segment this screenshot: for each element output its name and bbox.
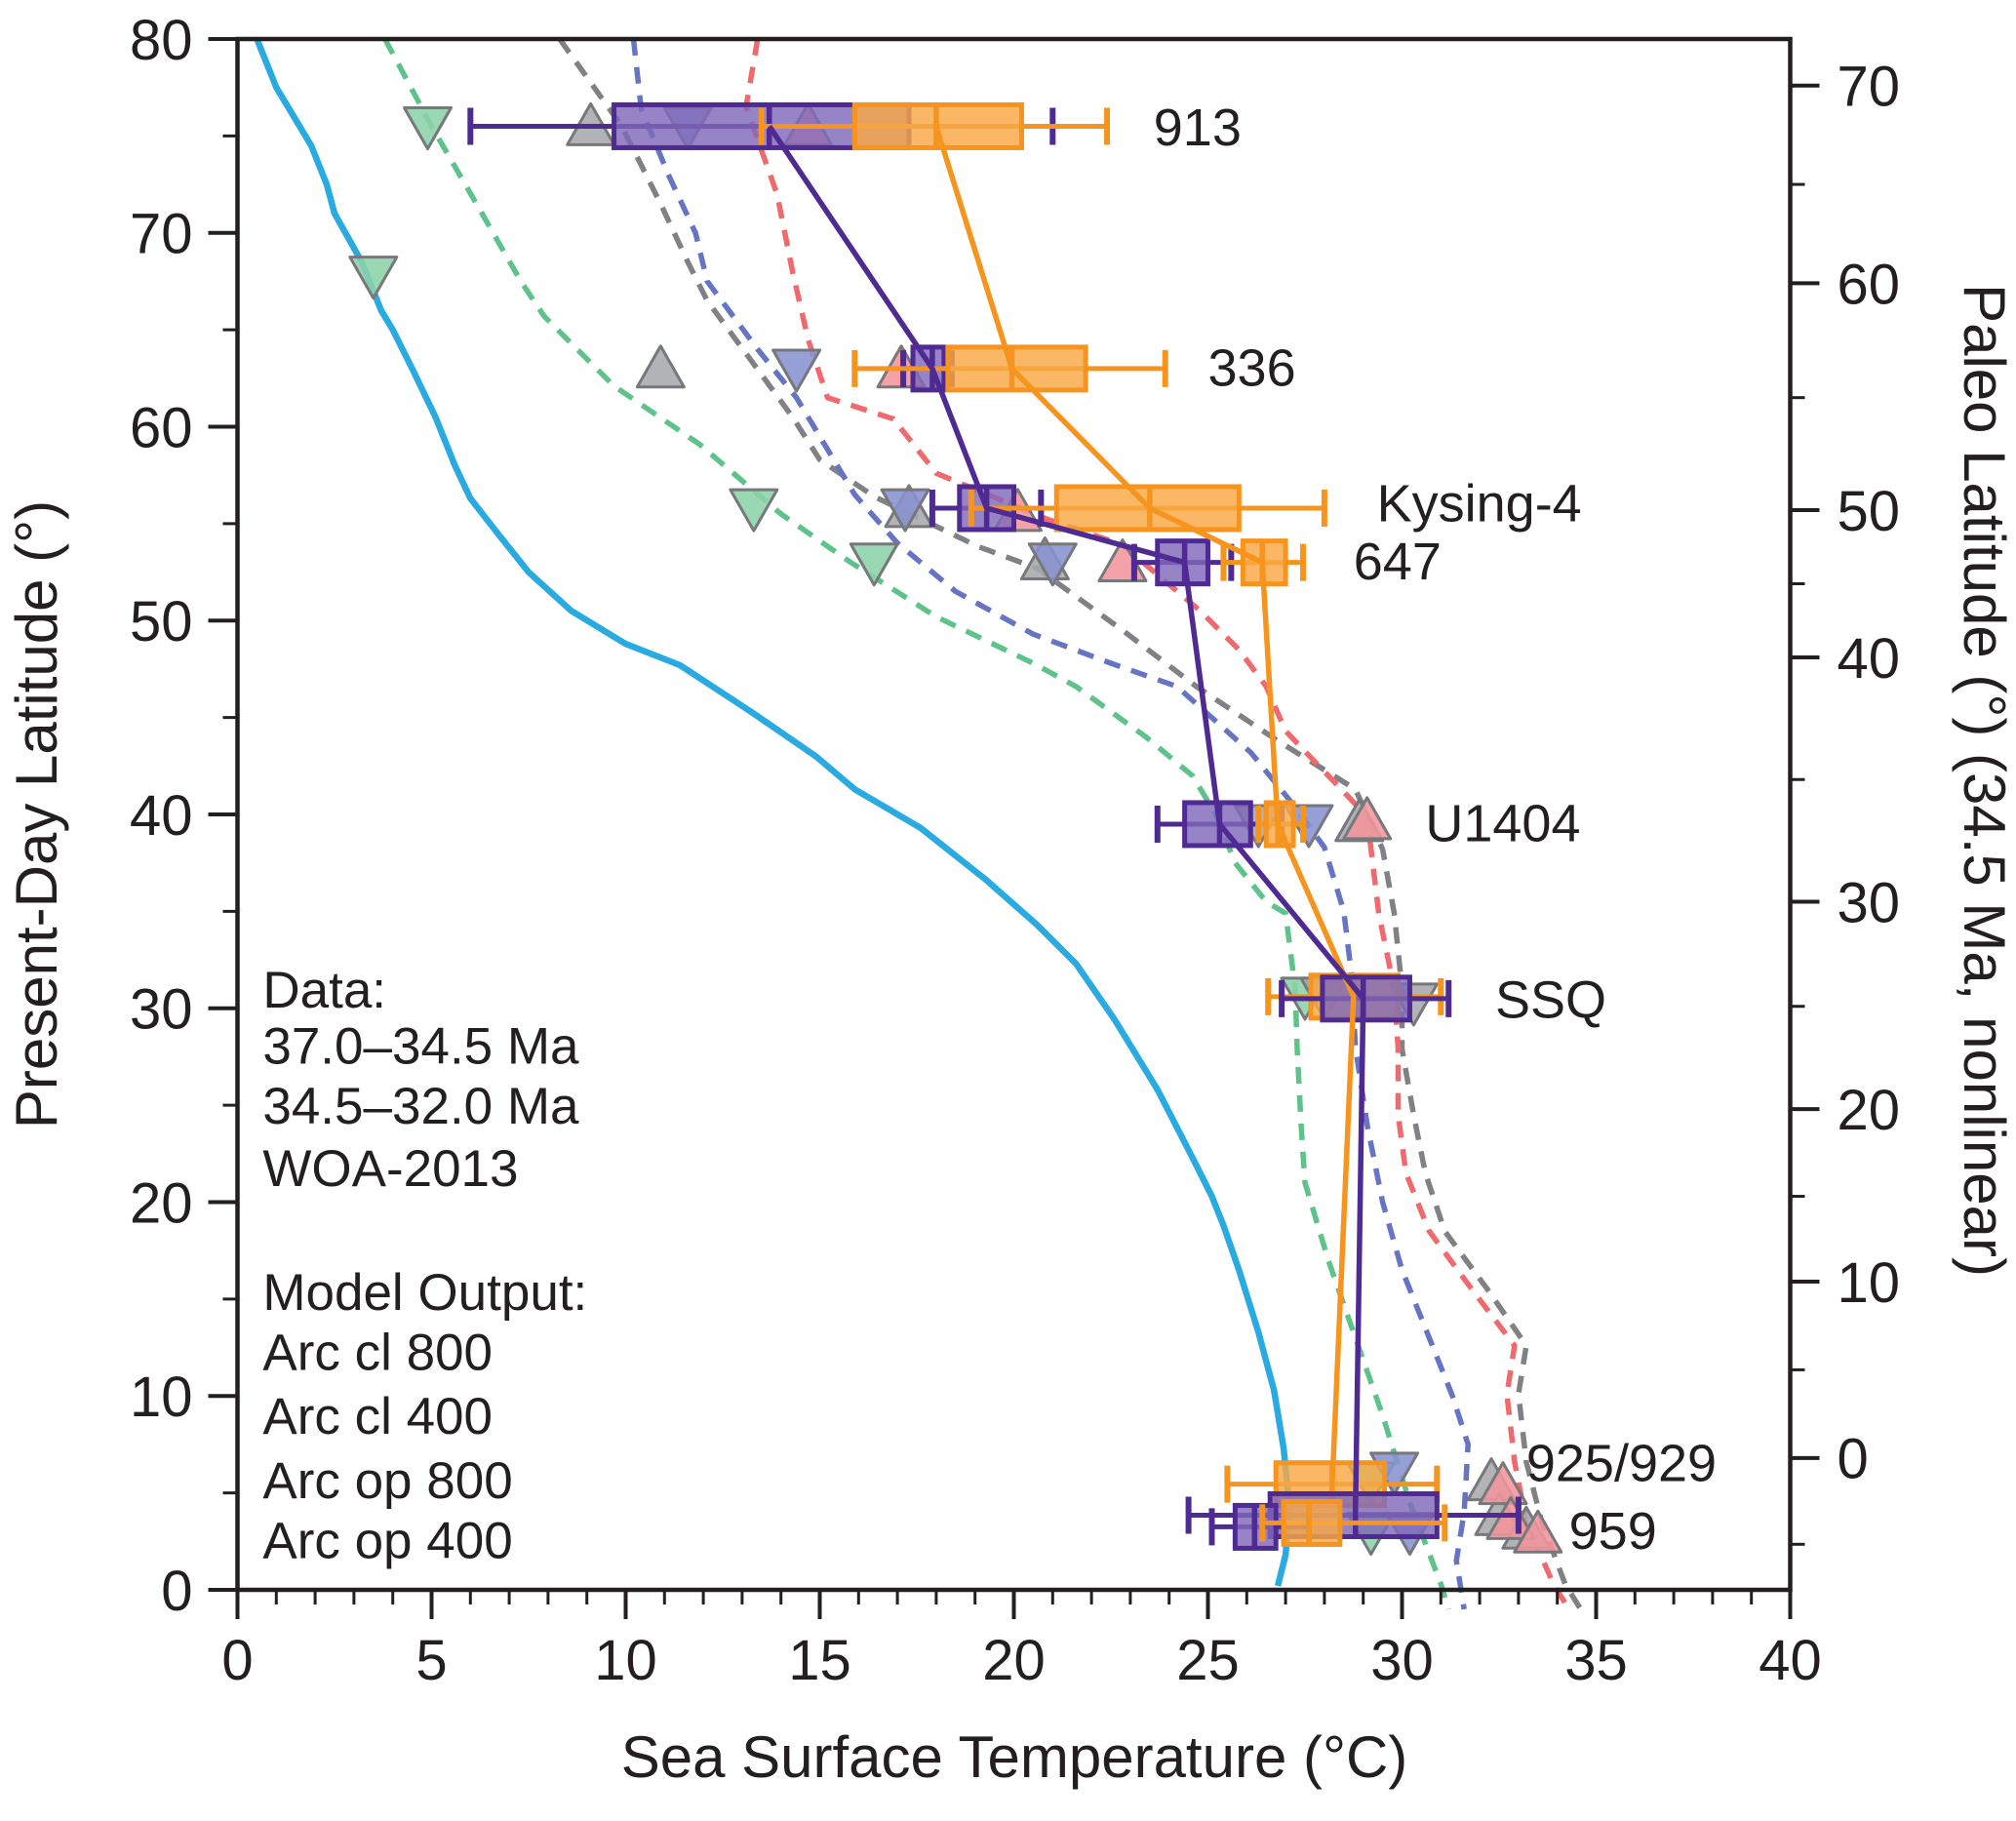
y-tick-label: 70 [130,203,193,266]
x-tick-label: 5 [415,1629,447,1692]
x-tick-label: 20 [982,1629,1046,1692]
triangle-marker-arc-op-800-up [635,344,686,389]
site-label-913: 913 [1154,99,1242,157]
legend-item-34-5-32-0-ma: 34.5–32.0 Ma [262,1078,579,1135]
triangle-marker-arc-cl-400-down [880,488,930,533]
site-label-u1404: U1404 [1425,794,1580,852]
triangle-marker-arc-cl-400-down [1027,542,1078,587]
triangle-marker-arc-cl-800-up [1485,1495,1536,1540]
x-axis-title: Sea Surface Temperature (°C) [621,1724,1408,1790]
triangle-marker-arc-cl-800-up [1478,1461,1528,1506]
site-label-kysing-4: Kysing-4 [1377,474,1582,533]
legend-item-arc-cl-800: Arc cl 800 [262,1325,493,1382]
x-tick-label: 10 [594,1629,657,1692]
legend-item-woa-2013: WOA-2013 [262,1140,518,1198]
paleo-tick-label: 40 [1838,627,1901,691]
site-label-925-929: 925/929 [1526,1434,1717,1492]
curve-arc-op-800 [557,37,1583,1611]
site-label-647: 647 [1354,533,1442,591]
curve-arc-cl-400 [630,38,1471,1610]
paleo-tick-label: 50 [1838,480,1901,543]
triangle-marker-arc-cl-400-down [771,348,822,393]
x-tick-label: 15 [788,1629,851,1692]
y-tick-label: 0 [161,1560,192,1623]
triangle-marker-arc-cl-800-up [1513,1509,1563,1554]
box-iqr [945,344,1088,393]
x-tick-label: 30 [1370,1629,1434,1692]
paleo-tick-label: 60 [1838,253,1901,316]
triangle-marker-arc-op-400-down [348,256,399,300]
median-connectors-layer [767,124,1366,1516]
legend-item-arc-op-400: Arc op 400 [262,1512,512,1569]
x-tick-label: 35 [1564,1629,1628,1692]
y-tick-label: 20 [130,1171,193,1235]
box-iqr [1320,974,1412,1023]
site-label-336: 336 [1208,338,1296,397]
curve-arc-cl-800 [743,38,1571,1611]
paleo-tick-label: 70 [1838,56,1901,119]
triangle-marker-arc-op-400-down [403,106,454,151]
boxplot-959-37-0-34-5-ma [1259,1498,1448,1547]
legend-item-model-output: Model Output: [262,1264,587,1322]
legend-item-data: Data: [262,962,386,1019]
y-tick-label: 60 [130,396,193,459]
curve-woa-2013 [254,37,1293,1587]
triangle-marker-arc-cl-800-up [1342,796,1393,841]
x-tick-label: 25 [1176,1629,1240,1692]
paleo-tick-label: 30 [1838,871,1901,934]
boxplot-647-37-0-34-5-ma [1220,538,1307,587]
y-tick-label: 30 [130,978,193,1042]
y-tick-label: 50 [130,590,193,653]
y-tick-label: 10 [130,1366,193,1429]
site-label-ssq: SSQ [1495,970,1606,1029]
median-connector-orange [933,125,1357,1485]
legend-item-arc-cl-400: Arc cl 400 [262,1388,493,1445]
paleo-tick-label: 10 [1838,1251,1901,1315]
triangle-marker-arc-op-400-down [729,488,779,533]
boxplot-336-37-0-34-5-ma [851,344,1168,393]
paleo-tick-label: 20 [1838,1079,1901,1142]
axes-layer: 0 5 10 15 20 25 30 35 40 0 10 20 30 40 50 60 70 80 70 60 50 4… [130,9,1900,1692]
y-tick-label: 40 [130,784,193,848]
site-label-959: 959 [1569,1502,1657,1561]
x-tick-label: 0 [221,1629,253,1692]
median-connector-purple [767,124,1366,1516]
y-axis-title-left: Present-Day Latitude (°) [4,500,69,1128]
box-iqr [1281,1498,1343,1547]
x-tick-label: 40 [1759,1629,1822,1692]
triangle-marker-arc-op-400-down [849,542,899,587]
legend-item-37-0-34-5-ma: 37.0–34.5 Ma [262,1018,579,1076]
y-tick-label: 80 [130,9,193,72]
paleo-tick-label: 0 [1838,1428,1869,1491]
y-axis-title-right: Paleo Latitude (°) (34.5 Ma, nonlinear) [1952,284,2016,1277]
legend-item-arc-op-800: Arc op 800 [262,1452,512,1510]
